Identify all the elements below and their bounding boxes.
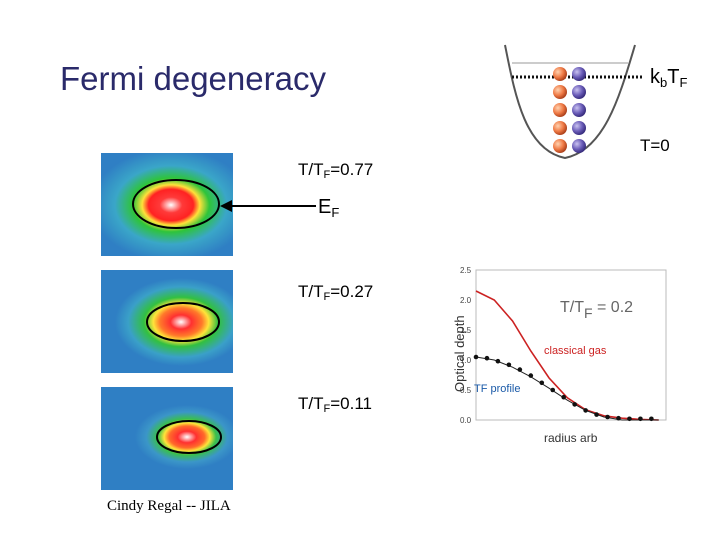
data-point (605, 414, 610, 420)
fermi-energy-arrow (220, 200, 316, 212)
fermi-surface-ring (156, 420, 222, 454)
y-tick-label: 1.5 (460, 326, 472, 335)
absorption-image-3 (101, 387, 233, 490)
slide-title: Fermi degeneracy (60, 60, 326, 97)
data-point (561, 394, 566, 400)
density-profile-chart: 0.0 0.5 1.0 1.5 2.0 2.5 Optical depth radius … (452, 266, 667, 445)
absorption-image-1 (101, 153, 233, 256)
data-point (550, 387, 556, 393)
data-point (495, 358, 501, 364)
plot-frame (475, 269, 667, 421)
y-tick-label: 0.5 (460, 386, 472, 395)
temperature-ratio-label-1: T/TF=0.77 (298, 160, 374, 181)
y-axis-label: Optical depth (452, 315, 467, 392)
data-point (583, 408, 588, 413)
well-curve (504, 44, 636, 160)
credit-label: Cindy Regal -- JILA (107, 498, 231, 514)
data-point (528, 373, 534, 378)
fermi-surface-ring (146, 302, 220, 342)
ratio-annotation: T/TF = 0.2 (560, 299, 633, 321)
fermion-column-orange (553, 67, 567, 153)
data-point (627, 416, 632, 422)
x-axis-label: radius arb (544, 431, 598, 445)
chart-series (473, 290, 659, 422)
potential-well-diagram (504, 44, 642, 160)
data-point (572, 402, 577, 407)
temperature-label: T=0 (640, 136, 670, 155)
data-point (506, 362, 512, 368)
data-point (649, 416, 654, 422)
y-tick-label: 2.5 (460, 266, 472, 275)
data-point (616, 415, 621, 421)
y-tick-label: 1.0 (460, 356, 472, 365)
y-axis-ticks: 0.0 0.5 1.0 1.5 2.0 2.5 (460, 266, 472, 425)
fermi-energy-label: kbTF (650, 66, 688, 90)
temperature-ratio-label-3: T/TF=0.11 (298, 394, 372, 415)
data-point (594, 412, 599, 417)
tf-profile-annotation: TF profile (474, 383, 520, 395)
data-point (517, 367, 523, 372)
data-point (638, 416, 643, 422)
y-tick-label: 0.0 (460, 416, 472, 425)
classical-gas-annotation: classical gas (544, 345, 607, 357)
absorption-image-2 (101, 270, 233, 373)
data-point (473, 354, 479, 360)
y-tick-label: 2.0 (460, 296, 472, 305)
data-point (484, 355, 490, 361)
fermi-surface-ring (132, 179, 220, 229)
fermi-energy-symbol: EF (318, 196, 340, 220)
data-point (539, 380, 545, 386)
fermion-column-purple (572, 67, 586, 153)
temperature-ratio-label-2: T/TF=0.27 (298, 282, 374, 303)
